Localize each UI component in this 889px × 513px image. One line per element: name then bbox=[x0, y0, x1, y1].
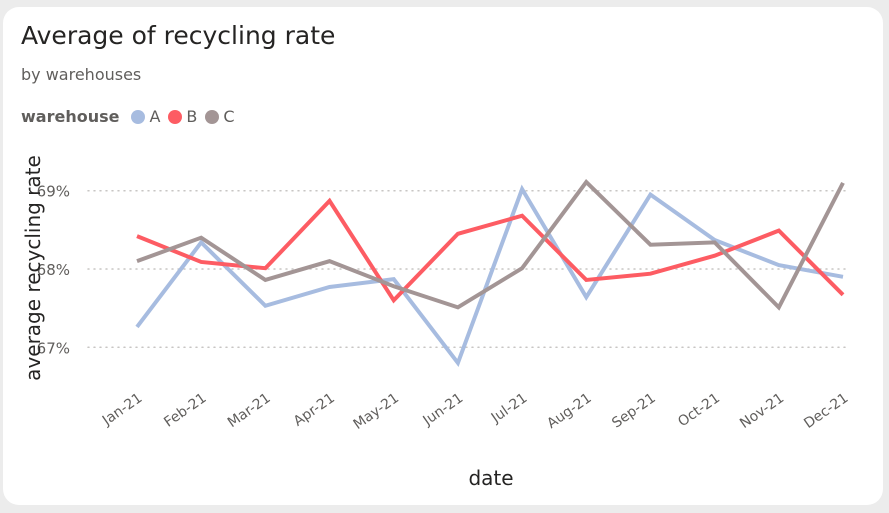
x-tick-label: Dec-21 bbox=[801, 390, 851, 432]
series-line-c bbox=[136, 179, 845, 311]
x-tick-label: Jun-21 bbox=[420, 390, 467, 429]
legend-label-a: A bbox=[149, 107, 161, 126]
legend-item-b[interactable]: B bbox=[168, 107, 197, 126]
y-tick-label: 68% bbox=[37, 261, 70, 279]
legend-label-c: C bbox=[223, 107, 235, 126]
legend: warehouse A B C bbox=[21, 107, 243, 126]
x-tick-label: Jul-21 bbox=[488, 390, 531, 426]
legend-dot-b bbox=[168, 109, 183, 124]
legend-dot-c bbox=[205, 109, 220, 124]
x-tick-label: Sep-21 bbox=[609, 390, 659, 431]
y-tick-label: 67% bbox=[37, 339, 70, 357]
x-tick-label: Apr-21 bbox=[291, 390, 338, 430]
x-tick-label: Mar-21 bbox=[225, 390, 274, 431]
y-tick-label: 69% bbox=[37, 183, 70, 201]
x-tick-label: Feb-21 bbox=[161, 390, 209, 430]
x-tick-label: Oct-21 bbox=[675, 390, 723, 430]
chart-title: Average of recycling rate bbox=[21, 21, 336, 50]
x-tick-label: May-21 bbox=[351, 390, 402, 433]
x-tick-label: Aug-21 bbox=[544, 390, 594, 432]
x-tick-label: Jan-21 bbox=[99, 390, 145, 429]
legend-label-b: B bbox=[186, 107, 198, 126]
series-line-a bbox=[135, 184, 844, 368]
x-tick-label: Nov-21 bbox=[737, 390, 787, 432]
x-axis-title: date bbox=[468, 466, 513, 490]
legend-dot-a bbox=[131, 109, 146, 124]
legend-item-c[interactable]: C bbox=[205, 107, 235, 126]
chart-subtitle: by warehouses bbox=[21, 65, 142, 84]
legend-title: warehouse bbox=[21, 107, 120, 126]
y-axis-title: average recycling rate bbox=[21, 155, 45, 381]
legend-item-a[interactable]: A bbox=[131, 107, 160, 126]
